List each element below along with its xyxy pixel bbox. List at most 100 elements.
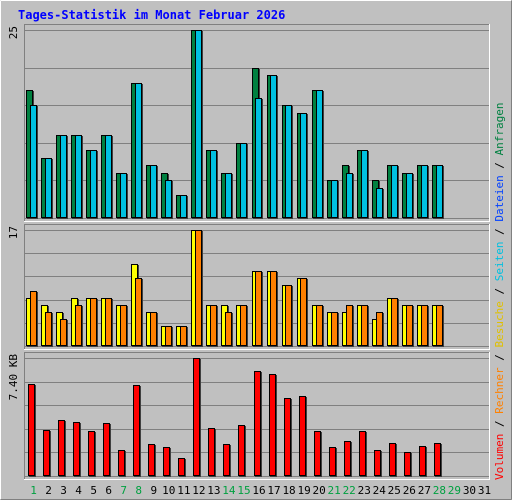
bar-seiten-day-4 <box>75 305 82 346</box>
bar-seiten-day-2 <box>45 312 52 346</box>
legend-item-seiten: Seiten <box>493 242 506 282</box>
bar-dateien-day-25 <box>391 165 398 218</box>
bar-volumen-day-5 <box>88 431 95 476</box>
bar-dateien-day-21 <box>331 180 338 218</box>
bar-dateien-day-4 <box>75 135 82 218</box>
bar-volumen-day-20 <box>314 431 321 476</box>
bar-seiten-day-1 <box>30 291 37 346</box>
x-tick-label-day-4: 4 <box>75 484 82 497</box>
bar-seiten-day-5 <box>90 298 97 346</box>
y-max-label: 25 <box>7 26 20 39</box>
x-tick-label-day-30: 30 <box>463 484 476 497</box>
x-tick-label-day-11: 11 <box>177 484 190 497</box>
bar-seiten-day-20 <box>316 305 323 346</box>
legend-text: Volumen / Rechner / Besuche / Seiten / D… <box>493 102 506 480</box>
bar-dateien-day-7 <box>120 173 127 218</box>
bar-volumen-day-18 <box>284 398 291 476</box>
legend-item-volumen: Volumen <box>493 434 506 480</box>
bar-seiten-day-10 <box>165 326 172 346</box>
legend-item-dateien: Dateien <box>493 175 506 221</box>
x-tick-label-day-17: 17 <box>267 484 280 497</box>
bar-dateien-day-26 <box>406 173 413 218</box>
legend-separator: / <box>493 155 506 175</box>
bar-volumen-day-16 <box>254 371 261 476</box>
bar-volumen-day-12 <box>193 358 200 476</box>
legend-item-besuche: Besuche <box>493 301 506 347</box>
bar-dateien-day-16 <box>255 98 262 218</box>
x-tick-label-day-9: 9 <box>150 484 157 497</box>
x-axis-day-labels: 1 2 3 4 5 6 7 8 9 10 11 12 13 14 15 16 17 18 19 20 21 22 23 24 2… <box>30 484 491 497</box>
bar-dateien-day-14 <box>225 173 232 218</box>
x-tick-label-day-8: 8 <box>135 484 142 497</box>
x-tick-label-day-27: 27 <box>418 484 431 497</box>
bar-dateien-day-28 <box>436 165 443 218</box>
bar-dateien-day-18 <box>285 105 292 218</box>
bar-seiten-day-19 <box>300 278 307 346</box>
x-tick-label-day-18: 18 <box>282 484 295 497</box>
bar-volumen-day-19 <box>299 396 306 476</box>
bar-volumen-day-7 <box>118 450 125 476</box>
bar-seiten-day-25 <box>391 298 398 346</box>
x-tick-label-day-1: 1 <box>30 484 37 497</box>
bar-seiten-day-12 <box>195 230 202 346</box>
bar-dateien-day-20 <box>316 90 323 218</box>
bar-volumen-day-15 <box>238 425 245 476</box>
x-tick-label-day-24: 24 <box>373 484 387 497</box>
x-tick-label-day-22: 22 <box>343 484 356 497</box>
x-tick-label-day-19: 19 <box>297 484 310 497</box>
bar-dateien-day-2 <box>45 158 52 218</box>
x-tick-label-day-16: 16 <box>252 484 265 497</box>
x-tick-label-day-12: 12 <box>192 484 205 497</box>
bar-volumen-day-25 <box>389 443 396 476</box>
bar-seiten-day-18 <box>285 285 292 346</box>
chart-title: Tages-Statistik im Monat Februar 2026 <box>18 8 285 22</box>
bar-volumen-day-27 <box>419 446 426 476</box>
bar-seiten-day-8 <box>135 278 142 346</box>
panel-visits-pages: 17 <box>7 224 490 350</box>
bar-volumen-day-4 <box>73 422 80 476</box>
x-tick-label-day-14: 14 <box>222 484 236 497</box>
panels: 25 17 7.40 KB <box>7 24 490 480</box>
bar-volumen-day-14 <box>223 444 230 476</box>
legend-item-anfragen: Anfragen <box>493 102 506 155</box>
bar-seiten-day-14 <box>225 312 232 346</box>
legend-separator: / <box>493 414 506 434</box>
legend-separator: / <box>493 348 506 368</box>
bar-dateien-day-12 <box>195 30 202 218</box>
bar-seiten-day-15 <box>240 305 247 346</box>
bar-volumen-day-2 <box>43 430 50 476</box>
series-volumen <box>28 358 442 477</box>
x-tick-label-day-21: 21 <box>328 484 341 497</box>
bar-dateien-day-19 <box>300 113 307 218</box>
bar-volumen-day-11 <box>178 458 185 476</box>
bar-seiten-day-27 <box>421 305 428 346</box>
x-tick-label-day-23: 23 <box>358 484 371 497</box>
x-tick-label-day-25: 25 <box>388 484 401 497</box>
bar-dateien-day-1 <box>30 105 37 218</box>
bar-seiten-day-21 <box>331 312 338 346</box>
x-tick-label-day-10: 10 <box>162 484 175 497</box>
bar-dateien-day-27 <box>421 165 428 218</box>
bar-volumen-day-23 <box>359 431 366 476</box>
x-tick-label-day-20: 20 <box>313 484 326 497</box>
x-tick-label-day-28: 28 <box>433 484 446 497</box>
bar-seiten-day-24 <box>376 312 383 346</box>
x-tick-label-day-29: 29 <box>448 484 461 497</box>
y-max-label: 17 <box>7 226 20 239</box>
legend-item-rechner: Rechner <box>493 367 506 414</box>
x-tick-label-day-13: 13 <box>207 484 220 497</box>
bar-dateien-day-13 <box>210 150 217 218</box>
bar-volumen-day-21 <box>329 447 336 476</box>
legend-separator: / <box>493 222 506 242</box>
bar-seiten-day-13 <box>210 305 217 346</box>
x-tick-label-day-26: 26 <box>403 484 416 497</box>
x-tick-label-day-15: 15 <box>237 484 250 497</box>
bar-seiten-day-26 <box>406 305 413 346</box>
bar-volumen-day-8 <box>133 385 140 476</box>
legend: Volumen / Rechner / Besuche / Seiten / D… <box>493 102 506 480</box>
bar-seiten-day-9 <box>150 312 157 346</box>
bar-volumen-day-6 <box>103 423 110 476</box>
bar-volumen-day-3 <box>58 420 65 476</box>
